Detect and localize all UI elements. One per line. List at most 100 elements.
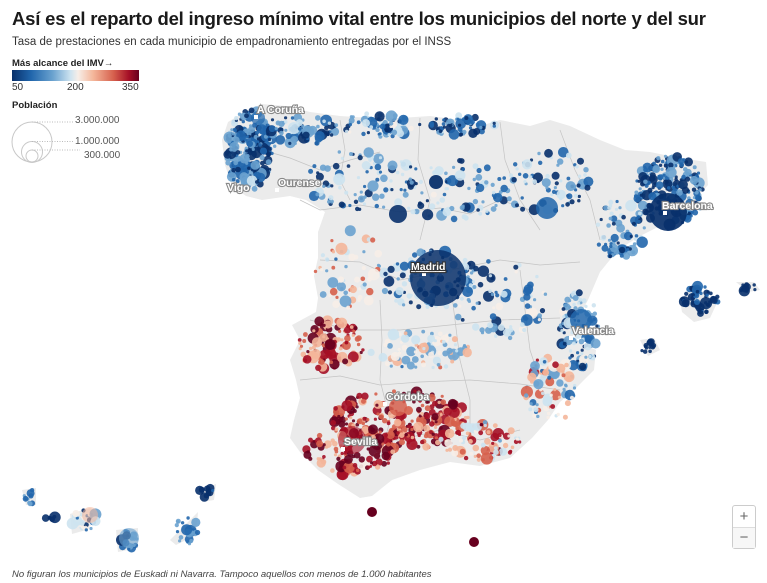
municipality-dot	[361, 131, 366, 137]
municipality-dot	[348, 123, 352, 127]
municipality-dot	[480, 423, 484, 427]
municipality-dot	[705, 293, 709, 297]
municipality-dot	[471, 280, 475, 284]
municipality-dot	[363, 147, 374, 158]
municipality-dot	[327, 351, 333, 357]
municipality-dot	[366, 237, 372, 242]
municipality-dot	[537, 318, 542, 322]
municipality-dot	[509, 325, 513, 329]
municipality-dot	[493, 193, 503, 203]
municipality-dot	[424, 431, 428, 436]
municipality-dot	[322, 184, 326, 188]
municipality-dot	[338, 346, 343, 351]
municipality-dot	[322, 323, 326, 327]
municipality-dot	[421, 362, 427, 368]
municipality-dot	[472, 285, 477, 289]
municipality-dot	[662, 173, 666, 177]
municipality-dot	[389, 205, 407, 223]
municipality-dot	[195, 485, 205, 495]
size-legend-title: Población	[12, 100, 58, 111]
municipality-dot	[439, 197, 446, 203]
municipality-dot	[592, 317, 596, 322]
municipality-dot	[274, 126, 278, 131]
municipality-dot	[491, 190, 496, 195]
municipality-dot	[28, 493, 34, 499]
municipality-dot	[465, 431, 470, 436]
municipality-dot	[418, 179, 423, 184]
municipality-dot	[459, 205, 465, 211]
municipality-dot	[346, 164, 351, 168]
municipality-dot	[455, 429, 461, 435]
municipality-dot	[387, 290, 393, 295]
municipality-dot	[387, 133, 391, 137]
municipality-dot	[416, 248, 425, 257]
municipality-dot	[560, 329, 564, 333]
municipality-dot	[458, 304, 462, 308]
municipality-dot	[399, 188, 403, 192]
municipality-dot	[284, 116, 288, 120]
municipality-dot	[647, 338, 655, 346]
municipality-dot	[315, 192, 320, 197]
municipality-dot	[384, 128, 389, 133]
municipality-dot	[309, 346, 313, 351]
municipality-dot	[591, 303, 596, 308]
municipality-dot	[258, 143, 262, 147]
municipality-dot	[297, 338, 302, 342]
municipality-dot	[356, 176, 361, 180]
municipality-dot	[369, 125, 374, 130]
municipality-dot	[564, 400, 571, 407]
municipality-dot	[572, 386, 577, 390]
municipality-dot	[191, 517, 201, 528]
municipality-dot	[522, 327, 527, 333]
municipality-dot	[463, 415, 468, 420]
municipality-dot	[440, 394, 444, 398]
municipality-dot	[671, 185, 676, 190]
municipality-dot	[376, 263, 381, 267]
municipality-dot	[394, 198, 403, 207]
municipality-dot	[211, 488, 215, 493]
municipality-dot	[679, 178, 683, 182]
municipality-dot	[515, 167, 519, 171]
municipality-dot	[72, 509, 80, 518]
municipality-dot	[231, 132, 235, 136]
municipality-dot	[609, 242, 613, 246]
municipality-dot	[484, 180, 489, 185]
municipality-dot	[528, 407, 533, 412]
municipality-dot	[637, 179, 641, 183]
municipality-dot	[610, 215, 618, 222]
municipality-dot	[334, 427, 339, 432]
municipality-dot	[486, 259, 491, 264]
municipality-dot	[313, 269, 318, 274]
municipality-dot	[409, 180, 414, 185]
municipality-dot	[203, 493, 209, 499]
municipality-dot	[322, 443, 326, 447]
municipality-dot	[503, 432, 511, 440]
municipality-dot	[561, 373, 566, 378]
municipality-dot	[330, 127, 340, 136]
municipality-dot	[245, 153, 250, 159]
municipality-dot	[410, 250, 466, 306]
municipality-dot	[459, 448, 466, 455]
municipality-dot	[361, 265, 366, 271]
municipality-dot	[421, 393, 425, 397]
municipality-dot	[561, 204, 565, 208]
municipality-dot	[454, 170, 466, 181]
municipality-dot	[223, 150, 232, 159]
city-marker	[341, 447, 345, 451]
municipality-dot	[395, 262, 400, 266]
municipality-dot	[611, 221, 616, 226]
municipality-dot	[572, 341, 576, 346]
municipality-dot	[456, 117, 460, 121]
zoom-in-button[interactable]: +	[739, 507, 749, 525]
zoom-out-button[interactable]: −	[733, 526, 755, 548]
municipality-dot	[382, 205, 386, 209]
municipality-dot	[344, 340, 349, 345]
municipality-dot	[543, 292, 548, 296]
city-label-sevilla: Sevilla	[344, 436, 377, 448]
municipality-dot	[302, 131, 310, 139]
municipality-dot	[333, 453, 338, 457]
municipality-dot	[544, 148, 553, 158]
province-border	[299, 375, 561, 391]
municipality-dot	[389, 179, 393, 183]
